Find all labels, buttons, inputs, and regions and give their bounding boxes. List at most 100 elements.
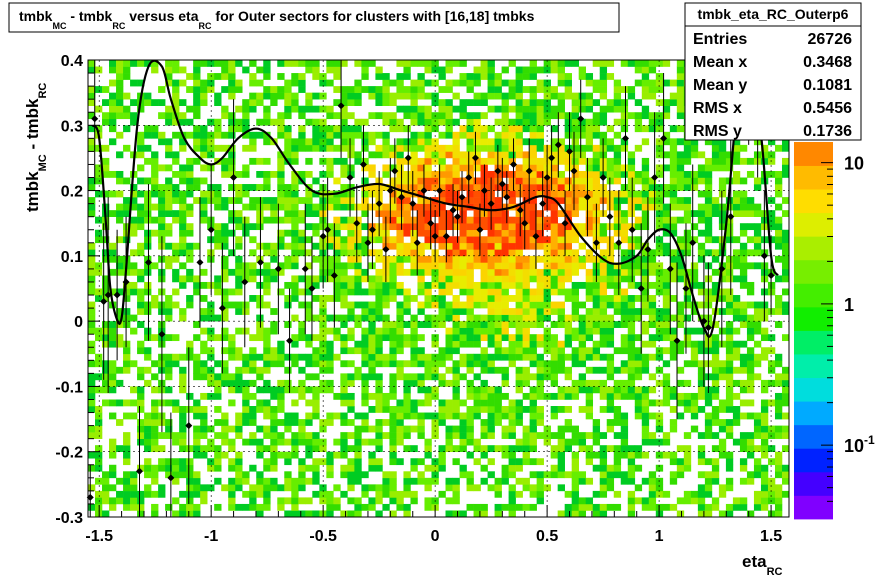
heatmap-cell — [725, 464, 734, 472]
heatmap-cell — [774, 308, 783, 315]
heatmap-cell — [508, 340, 516, 348]
heatmap-cell — [725, 327, 734, 335]
heatmap-cell — [172, 105, 180, 113]
heatmap-cell — [207, 373, 215, 381]
heatmap-cell — [361, 373, 369, 381]
heatmap-cell — [676, 197, 685, 204]
heatmap-cell — [235, 197, 243, 204]
heatmap-cell — [557, 392, 565, 400]
heatmap-cell — [557, 229, 565, 237]
heatmap-cell — [739, 458, 748, 466]
heatmap-cell — [466, 112, 474, 120]
heatmap-cell — [389, 386, 397, 394]
heatmap-cell — [536, 477, 544, 485]
heatmap-cell — [389, 164, 397, 172]
heatmap-cell — [235, 216, 243, 224]
heatmap-cell — [585, 321, 594, 328]
heatmap-cell — [487, 340, 495, 348]
x-axis: -1.5 -1 -0.5 0 0.5 1 1.5 — [85, 505, 782, 545]
heatmap-cell — [333, 262, 341, 270]
heatmap-cell — [676, 321, 685, 328]
heatmap-cell — [452, 399, 460, 407]
heatmap-cell — [473, 301, 481, 309]
heatmap-cell — [564, 229, 572, 237]
heatmap-cell — [648, 249, 657, 257]
heatmap-cell — [263, 425, 271, 433]
heatmap-cell — [179, 242, 187, 250]
heatmap-cell — [235, 425, 243, 433]
heatmap-cell — [494, 210, 502, 217]
heatmap-cell — [438, 419, 446, 426]
heatmap-cell — [424, 399, 432, 407]
heatmap-cell — [725, 373, 734, 381]
heatmap-cell — [466, 86, 474, 93]
heatmap-cell — [291, 92, 299, 100]
heatmap-cell — [459, 301, 467, 309]
heatmap-cell — [130, 490, 138, 498]
heatmap-cell — [417, 425, 425, 433]
heatmap-cell — [137, 321, 145, 328]
heatmap-cell — [571, 425, 579, 433]
heatmap-cell — [494, 484, 502, 492]
heatmap-cell — [655, 86, 664, 93]
heatmap-cell — [151, 170, 159, 178]
heatmap-cell — [466, 118, 474, 126]
heatmap-cell — [403, 334, 411, 342]
heatmap-cell — [620, 210, 629, 217]
profile-marker — [398, 193, 406, 201]
heatmap-cell — [298, 392, 306, 400]
palette-band — [794, 165, 833, 190]
palette-band — [794, 283, 833, 308]
heatmap-cell — [655, 112, 664, 120]
heatmap-cell — [676, 458, 685, 466]
heatmap-cell — [102, 236, 110, 244]
heatmap-cell — [116, 151, 124, 159]
heatmap-cell — [634, 118, 643, 126]
heatmap-cell — [606, 60, 615, 67]
heatmap-cell — [753, 353, 762, 361]
heatmap-cell — [438, 242, 446, 250]
heatmap-cell — [522, 184, 530, 191]
heatmap-cell — [403, 503, 411, 511]
heatmap-cell — [753, 340, 762, 348]
heatmap-cell — [774, 275, 783, 283]
heatmap-cell — [445, 151, 453, 159]
heatmap-cell — [676, 157, 685, 165]
heatmap-cell — [235, 262, 243, 270]
heatmap-cell — [515, 99, 523, 106]
stats-label: RMS y — [693, 123, 742, 140]
heatmap-cell — [382, 131, 390, 139]
heatmap-cell — [599, 60, 608, 67]
heatmap-cell — [487, 321, 495, 328]
heatmap-cell — [235, 60, 243, 67]
heatmap-cell — [480, 366, 488, 374]
heatmap-cell — [417, 170, 425, 178]
heatmap-cell — [158, 203, 166, 211]
heatmap-cell — [130, 288, 138, 296]
heatmap-cell — [277, 419, 285, 426]
heatmap-cell — [137, 432, 145, 439]
heatmap-cell — [179, 118, 187, 126]
heatmap-cell — [550, 144, 558, 152]
heatmap-cell — [382, 295, 390, 302]
heatmap-cell — [137, 216, 145, 224]
heatmap-cell — [424, 164, 432, 172]
heatmap-cell — [368, 321, 376, 328]
heatmap-cell — [424, 138, 432, 146]
heatmap-cell — [536, 223, 544, 231]
heatmap-cell — [277, 386, 285, 394]
heatmap-cell — [459, 184, 467, 191]
heatmap-cell — [256, 445, 264, 453]
heatmap-cell — [487, 445, 495, 453]
heatmap-cell — [655, 197, 664, 204]
heatmap-cell — [781, 144, 790, 152]
heatmap-cell — [606, 360, 615, 368]
heatmap-cell — [522, 392, 530, 400]
profile-marker — [308, 285, 316, 292]
heatmap-cell — [627, 92, 636, 100]
heatmap-cell — [403, 105, 411, 113]
heatmap-cell — [466, 216, 474, 224]
heatmap-cell — [340, 112, 348, 120]
heatmap-cell — [445, 308, 453, 315]
heatmap-cell — [116, 340, 124, 348]
